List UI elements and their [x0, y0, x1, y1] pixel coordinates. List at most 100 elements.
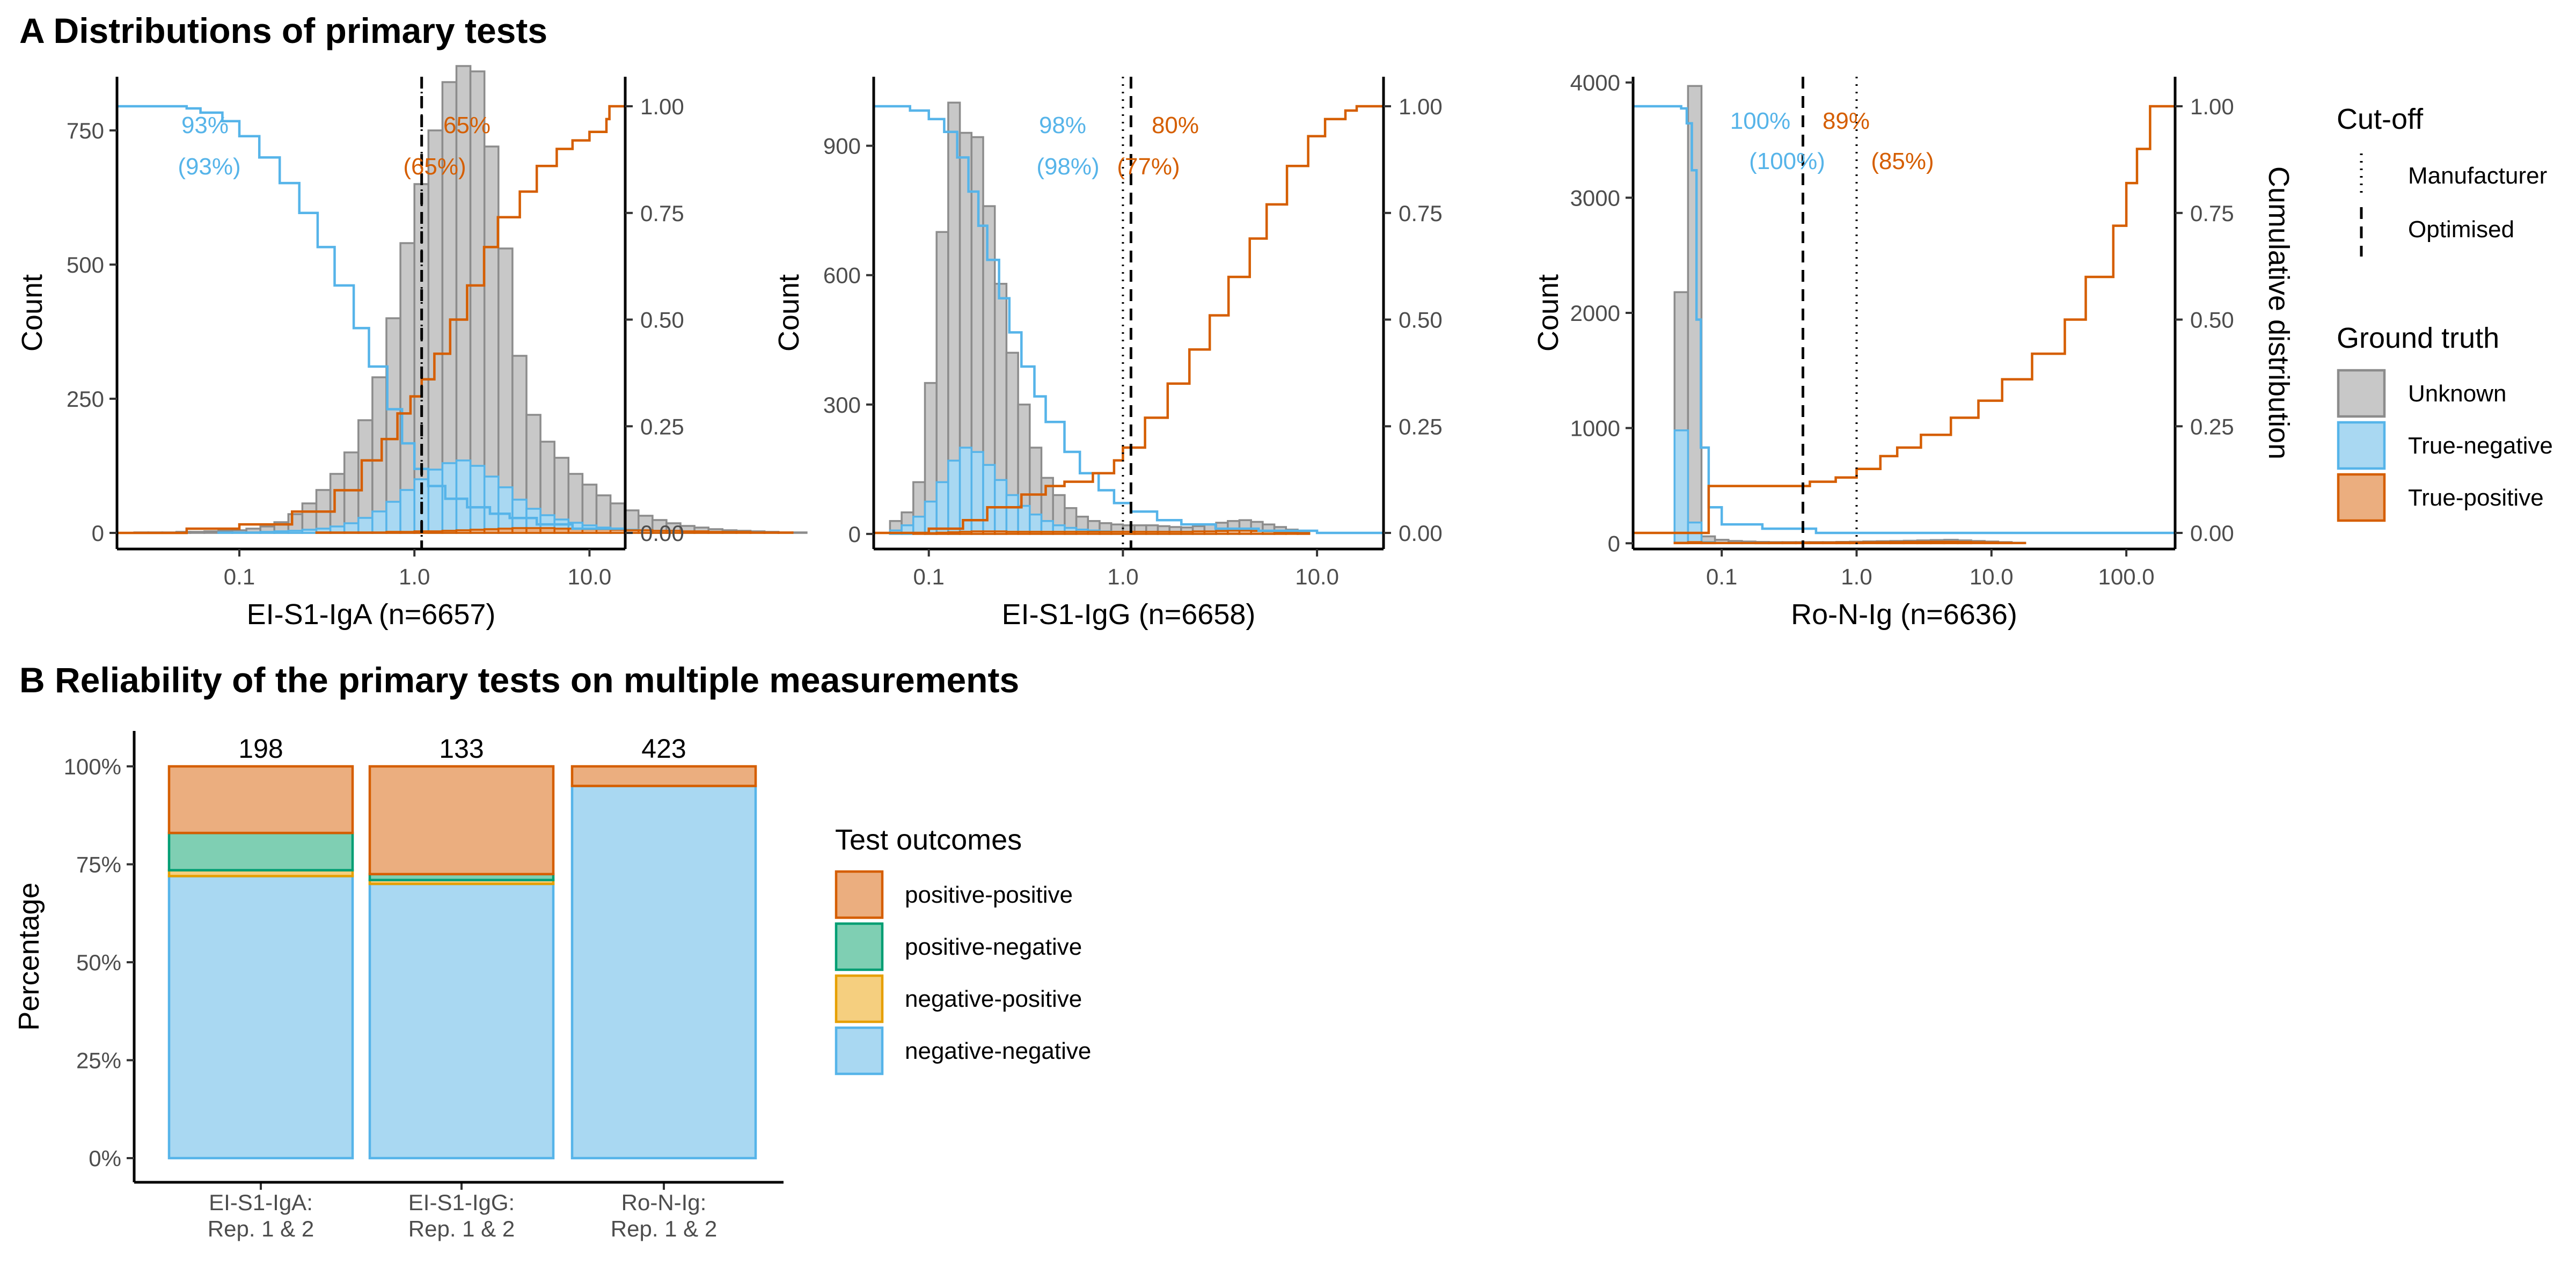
hist-bar-positive	[693, 530, 709, 534]
hist-bar-positive	[993, 530, 1008, 535]
legend-swatch-positive-positive	[835, 870, 884, 919]
bar-total-label: 423	[641, 734, 686, 764]
hist-bar-positive	[1285, 531, 1299, 535]
legend-cutoff-title: Cut-off	[2337, 103, 2424, 135]
hist-bar-positive	[982, 530, 996, 535]
x-axis-title: Ro-N-Ig (n=6636)	[1791, 598, 2017, 631]
hist-bar-negative	[1673, 429, 1689, 544]
hist-bar-unknown	[343, 451, 360, 534]
hist-bar-positive	[1227, 529, 1241, 535]
panel-a-title: A Distributions of primary tests	[19, 11, 547, 50]
hist-bar-positive	[455, 529, 472, 534]
cdf-line-negative	[117, 105, 627, 533]
hist-bar-positive	[1728, 541, 1743, 544]
hist-bar-positive	[749, 531, 766, 534]
hist-bar-positive	[1064, 531, 1078, 535]
legend-label-positive-positive: positive-positive	[905, 882, 1073, 908]
x-tick-label: 10.0	[1295, 564, 1339, 589]
hist-bar-positive	[1862, 541, 1878, 544]
hist-bar-positive	[357, 531, 374, 534]
y-tick-label: 100%	[64, 754, 121, 779]
y-tick-label: 2000	[1570, 301, 1620, 326]
x-tick-label: 1.0	[399, 564, 430, 589]
legend-label-negative-positive: negative-positive	[905, 986, 1082, 1012]
y2-tick-label: 0.75	[640, 201, 684, 226]
hist-bar-positive	[1238, 529, 1252, 535]
cdf-line-negative	[1633, 105, 2175, 535]
annotation-positive-pct-alt: (85%)	[1871, 148, 1934, 174]
hist-bar-positive	[1075, 531, 1089, 535]
legend-label-positive-negative: positive-negative	[905, 934, 1082, 960]
hist-bar-positive	[497, 528, 514, 534]
hist-bar-positive	[1943, 540, 1959, 545]
legend-swatch-unknown	[2337, 369, 2386, 418]
hist-bar-positive	[525, 527, 541, 534]
hist-bar-positive	[1821, 541, 1838, 545]
y2-tick-label: 1.00	[2190, 94, 2234, 119]
hist-bar-negative	[483, 475, 500, 534]
stacked-bar-positive-negative	[167, 831, 354, 872]
y-tick-label: 25%	[76, 1048, 121, 1073]
hist-bar-unknown	[469, 70, 486, 534]
bar-total-label: 198	[238, 734, 283, 764]
y2-tick-label: 1.00	[640, 94, 684, 119]
hist-bar-positive	[1687, 541, 1703, 544]
hist-bar-positive	[935, 531, 949, 535]
hist-bar-positive	[371, 531, 387, 534]
hist-bar-positive	[2010, 541, 2026, 544]
y-tick-label: 300	[823, 392, 861, 418]
hist-bar-positive	[553, 528, 570, 534]
annotation-positive-pct: 65%	[443, 112, 491, 138]
hist-bar-unknown	[203, 530, 219, 534]
hist-bar-negative	[912, 515, 926, 535]
hist-bar-negative	[231, 531, 247, 534]
hist-bar-positive	[1099, 531, 1113, 535]
hist-bar-positive	[947, 531, 961, 535]
hist-bar-positive	[1957, 540, 1972, 545]
y-axis-title: Count	[1532, 274, 1564, 352]
hist-bar-negative	[970, 451, 984, 535]
cdf-line-negative	[874, 105, 1384, 535]
x-tick-label: 10.0	[568, 564, 612, 589]
cdf-line-positive	[874, 105, 1384, 535]
hist-bar-positive	[1052, 531, 1066, 535]
y-tick-label: 4000	[1570, 70, 1620, 96]
y-tick-label: 250	[67, 386, 104, 412]
annotation-negative-pct: 93%	[181, 112, 229, 138]
hist-bar-negative	[385, 501, 401, 534]
y2-tick-label: 0.50	[2190, 308, 2234, 333]
stacked-bar-negative-negative	[368, 882, 555, 1160]
x-tick-label: 1.0	[1107, 564, 1138, 589]
hist-bar-positive	[1273, 531, 1287, 535]
hist-bar-negative	[287, 530, 304, 534]
y2-tick-label: 0.50	[640, 308, 684, 333]
hist-bar-negative	[455, 459, 472, 534]
hist-bar-positive	[1876, 541, 1892, 544]
histogram-panel-igA: 93% (93%) 65% (65%) 0 250 500 750 0.00 0.25 0.50 0.…	[16, 65, 808, 631]
legend-swatch-positive-negative	[835, 922, 884, 971]
annotation-negative-pct-alt: (93%)	[178, 153, 240, 180]
hist-bar-positive	[763, 531, 780, 534]
hist-bar-unknown	[357, 419, 374, 534]
stacked-bar-negative-negative	[167, 875, 354, 1160]
y-axis-title: Count	[16, 274, 48, 352]
hist-bar-positive	[1017, 531, 1031, 535]
y-tick-label: 1000	[1570, 416, 1620, 441]
hist-bar-positive	[1180, 531, 1194, 535]
hist-bar-positive	[1215, 530, 1229, 535]
hist-bar-positive	[1714, 541, 1730, 544]
legend-label-true-negative: True-negative	[2408, 433, 2553, 459]
x-axis-title: EI-S1-IgA (n=6657)	[247, 598, 496, 631]
x-tick-label: 0.1	[913, 564, 945, 589]
legend-swatch-negative-positive	[835, 974, 884, 1023]
hist-bar-negative	[1005, 494, 1019, 535]
hist-bar-positive	[539, 527, 555, 534]
hist-bar-unknown	[189, 531, 206, 534]
annotation-negative-pct: 100%	[1730, 108, 1791, 134]
hist-bar-negative	[245, 531, 261, 534]
y-tick-label: 600	[823, 263, 861, 288]
hist-bar-unknown	[301, 502, 318, 534]
annotation-positive-pct: 80%	[1152, 112, 1199, 138]
histogram-panel-igG: 98% (98%) 80% (77%) 0 300 600 900 0.00 0.25 0.50 0.…	[773, 77, 1443, 631]
hist-bar-negative	[1017, 504, 1031, 535]
